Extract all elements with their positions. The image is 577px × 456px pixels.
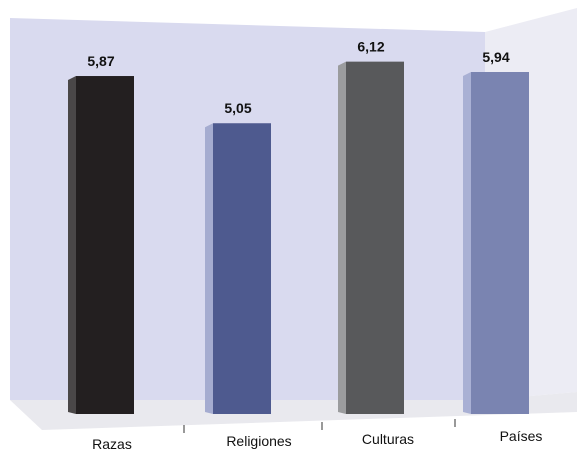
bar-países xyxy=(471,72,529,414)
category-label-países: Países xyxy=(500,428,543,444)
floor xyxy=(10,392,577,430)
bar-culturas xyxy=(346,61,404,415)
category-label-religiones: Religiones xyxy=(226,433,291,449)
value-label-culturas: 6,12 xyxy=(357,39,384,55)
x-axis-ticks xyxy=(183,419,456,433)
bar-side-razas xyxy=(68,76,76,414)
value-label-razas: 5,87 xyxy=(87,53,114,69)
value-label-países: 5,94 xyxy=(482,49,509,65)
category-label-razas: Razas xyxy=(92,436,132,452)
bar-side-países xyxy=(463,72,471,414)
category-label-culturas: Culturas xyxy=(362,431,414,447)
bar-razas xyxy=(76,76,134,414)
value-label-religiones: 5,05 xyxy=(224,100,251,116)
bar-religiones xyxy=(213,123,271,414)
category-labels-group: Razas Religiones Culturas Países xyxy=(92,428,542,452)
bar-side-culturas xyxy=(338,61,346,415)
value-labels-group: 5,87 5,05 6,12 5,94 xyxy=(87,39,509,117)
bar-side-religiones xyxy=(205,123,213,414)
bars-group xyxy=(68,61,529,415)
